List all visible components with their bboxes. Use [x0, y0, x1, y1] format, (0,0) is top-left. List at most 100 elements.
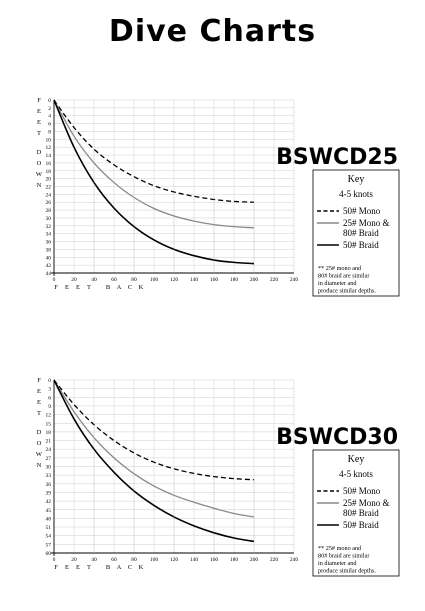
y-tick-label: 18 — [46, 430, 52, 436]
y-axis-label-letter: N — [37, 182, 42, 189]
y-tick-label: 34 — [46, 232, 52, 238]
y-tick-label: 0 — [48, 98, 51, 104]
y-tick-label: 36 — [46, 482, 52, 488]
y-tick-label: 32 — [46, 224, 52, 230]
y-tick-label: 20 — [46, 177, 52, 183]
x-tick-label: 20 — [71, 277, 77, 283]
x-tick-label: 80 — [131, 277, 137, 283]
y-tick-label: 57 — [46, 542, 52, 548]
y-axis-label-letter: E — [37, 108, 41, 115]
y-tick-label: 40 — [46, 255, 52, 261]
x-tick-label: 80 — [131, 557, 137, 563]
y-tick-label: 30 — [46, 465, 52, 471]
x-tick-label: 180 — [230, 557, 239, 563]
y-axis-label-letter: F — [37, 97, 41, 104]
legend-note: in diameter and — [318, 280, 357, 287]
x-tick-label: 100 — [150, 277, 159, 283]
legend-key: Key 4-5 knots 50# Mono 25# Mono &80# Braid 5… — [312, 169, 400, 297]
x-axis-label-letter: T — [87, 564, 91, 571]
x-axis-label-letter: E — [76, 284, 80, 291]
x-axis-label-letter: A — [117, 284, 122, 291]
x-axis-label-letter: B — [106, 564, 111, 571]
x-axis-label-letter: K — [139, 284, 144, 291]
x-axis-label-letter: B — [106, 284, 111, 291]
x-tick-label: 220 — [270, 277, 279, 283]
y-tick-label: 27 — [46, 456, 52, 462]
x-tick-label: 160 — [210, 557, 219, 563]
x-tick-label: 180 — [230, 277, 239, 283]
y-tick-label: 0 — [48, 378, 51, 384]
y-axis-label-letter: E — [37, 388, 41, 395]
y-tick-label: 2 — [48, 106, 51, 112]
x-tick-label: 240 — [290, 277, 299, 283]
model-title: BSWCD25 — [276, 145, 398, 170]
x-axis-label-letter: E — [65, 564, 69, 571]
y-axis-label-letter: T — [37, 130, 41, 137]
y-tick-label: 51 — [46, 525, 52, 531]
y-tick-label: 15 — [46, 421, 52, 427]
x-tick-label: 140 — [190, 557, 199, 563]
series-line-0 — [53, 99, 255, 203]
legend-title: Key — [348, 174, 365, 185]
y-tick-label: 33 — [46, 473, 52, 479]
y-tick-label: 36 — [46, 240, 52, 246]
x-axis-label-letter: A — [117, 564, 122, 571]
legend-box — [312, 449, 400, 577]
x-tick-label: 240 — [290, 557, 299, 563]
x-tick-label: 200 — [250, 557, 259, 563]
y-tick-label: 42 — [46, 263, 52, 269]
legend-note: in diameter and — [318, 560, 357, 567]
y-tick-label: 21 — [46, 439, 52, 445]
y-tick-label: 12 — [46, 145, 52, 151]
x-tick-label: 160 — [210, 277, 219, 283]
y-tick-label: 38 — [46, 247, 52, 253]
x-tick-label: 0 — [53, 557, 56, 563]
y-tick-label: 9 — [48, 404, 51, 410]
y-tick-label: 28 — [46, 208, 52, 214]
y-tick-label: 22 — [46, 185, 52, 191]
x-axis-label-letter: C — [128, 564, 132, 571]
legend-label-1: 80# Braid — [343, 508, 379, 518]
y-tick-label: 18 — [46, 169, 52, 175]
x-tick-label: 0 — [53, 277, 56, 283]
x-tick-label: 120 — [170, 277, 179, 283]
y-tick-label: 8 — [48, 129, 51, 135]
x-axis-label-letter: C — [128, 284, 132, 291]
y-tick-label: 24 — [46, 192, 52, 198]
legend-note: ** 25# mono and — [318, 545, 362, 552]
legend-title: Key — [348, 454, 365, 465]
legend-label-0: 50# Mono — [343, 206, 381, 216]
y-tick-label: 14 — [46, 153, 52, 159]
y-tick-label: 26 — [46, 200, 52, 206]
model-title: BSWCD30 — [276, 425, 398, 450]
legend-note: produce similar depths. — [318, 568, 376, 575]
legend-note: 80# braid are similar — [318, 553, 369, 560]
legend-label-2: 50# Braid — [343, 240, 379, 250]
legend-label-0: 50# Mono — [343, 486, 381, 496]
x-tick-label: 220 — [270, 557, 279, 563]
x-tick-label: 40 — [91, 277, 97, 283]
y-axis-label-letter: D — [37, 429, 42, 436]
x-tick-label: 200 — [250, 277, 259, 283]
x-axis-label-letter: K — [139, 564, 144, 571]
dive-chart-bswcd25: 0246810121416182022242628303234363840424… — [36, 97, 400, 297]
y-axis-label-letter: F — [37, 377, 41, 384]
legend-label-1: 25# Mono & — [343, 498, 390, 508]
y-tick-label: 48 — [46, 516, 52, 522]
y-tick-label: 16 — [46, 161, 52, 167]
y-tick-label: 44 — [46, 271, 52, 277]
y-axis-label-letter: N — [37, 462, 42, 469]
y-tick-label: 10 — [46, 137, 52, 143]
y-axis-label-letter: W — [36, 451, 43, 458]
page-title: Dive Charts — [108, 14, 317, 49]
x-tick-label: 60 — [111, 557, 117, 563]
legend-key: Key 4-5 knots 50# Mono 25# Mono &80# Braid 5… — [312, 449, 400, 577]
y-axis-label-letter: D — [37, 149, 42, 156]
y-axis-label-letter: E — [37, 399, 41, 406]
legend-note: ** 25# mono and — [318, 265, 362, 272]
legend-subtitle: 4-5 knots — [339, 189, 373, 199]
legend-subtitle: 4-5 knots — [339, 469, 373, 479]
y-tick-label: 42 — [46, 499, 52, 505]
y-tick-label: 12 — [46, 413, 52, 419]
